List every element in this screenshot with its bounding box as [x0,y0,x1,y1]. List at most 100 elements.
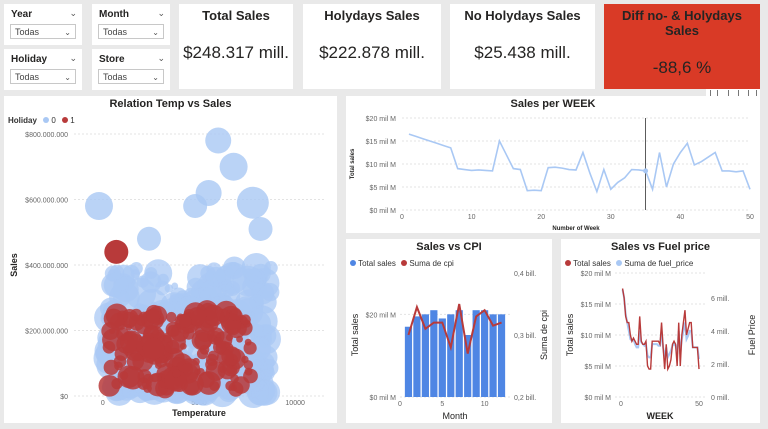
scatter-point-holiday-1 [243,341,257,355]
scatter-point-holiday-1 [225,333,234,342]
card-no-holydays-sales[interactable]: No Holydays Sales $25.438 mill. [450,4,595,89]
card-value: -88,6 % [652,58,712,77]
scatter-point-holiday-1 [104,239,129,264]
legend-dot-fuel [616,260,623,266]
holiday-dropdown-value: Todas [15,72,40,82]
scatter-point-holiday-0 [232,265,264,297]
y-tick-label: $20 mil M [366,312,397,319]
slicer-month: Month ⌄ Todas ⌄ [92,4,170,45]
y-tick-label: $20 mil M [366,116,397,123]
legend-label-1: 1 [70,116,75,125]
scatter-point-holiday-0 [104,265,121,282]
slicer-holiday-label: Holiday [11,54,48,65]
scatter-point-holiday-0 [236,186,269,219]
chart-legend: Total sales Suma de fuel_price [565,259,693,268]
x-tick-label: 40 [677,214,685,221]
scatter-point-holiday-0 [260,358,279,377]
bar-total-sales [447,314,455,397]
year-dropdown[interactable]: Todas ⌄ [10,24,76,39]
scatter-point-holiday-0 [183,194,208,219]
chevron-down-icon[interactable]: ⌄ [69,8,77,18]
card-diff-holydays[interactable]: Diff no- & Holydays Sales -88,6 % [604,4,760,89]
x-tick-label: 30 [607,214,615,221]
chart-legend: Total sales Suma de cpi [350,259,454,268]
scatter-point-holiday-1 [143,373,154,385]
card-title: No Holydays Sales [464,8,581,23]
chevron-down-icon[interactable]: ⌄ [157,53,165,63]
hover-point [643,168,649,174]
scatter-point-holiday-1 [103,359,119,375]
x-axis-title: Temperature [172,408,226,418]
chevron-down-icon[interactable]: ⌄ [157,8,165,18]
scatter-point-holiday-0 [85,192,113,221]
scatter-point-holiday-1 [192,357,200,366]
y-tick-label: $600.000.000 [25,198,68,205]
slicer-year: Year ⌄ Todas ⌄ [4,4,82,45]
card-value: $222.878 mill. [319,43,425,62]
scatter-point-holiday-1 [228,381,244,397]
legend-dot-sales [350,260,356,266]
x-tick-label: 10 [468,214,476,221]
scatter-point-holiday-1 [179,314,192,328]
y2-tick-label: 0,2 bill. [514,395,536,402]
holiday-dropdown[interactable]: Todas ⌄ [10,69,76,84]
scatter-point-holiday-0 [205,127,232,154]
scatter-point-holiday-1 [167,324,179,337]
store-dropdown[interactable]: Todas ⌄ [98,69,164,84]
cpi-combo-chart[interactable]: $0 mil M $20 mil M 0,2 bill. 0,3 bill. 0,4 b… [346,239,552,423]
fuel-line-chart[interactable]: $0 mil M $5 mil M $10 mil M $15 mil M $20 mi… [561,239,760,423]
scatter-point-holiday-1 [172,369,181,378]
legend-title: Holiday [8,116,37,125]
chevron-down-icon: ⌄ [152,28,159,37]
scatter-chart-panel: Relation Temp vs Sales Holiday 0 1 $0 $20… [4,96,337,423]
series-line-total-sales [408,133,751,195]
chevron-down-icon[interactable]: ⌄ [69,53,77,63]
scatter-point-holiday-1 [202,304,225,327]
bar-total-sales [464,335,472,397]
scatter-point-holiday-1 [142,337,165,360]
y2-tick-label: 4 mill. [711,329,729,336]
chart-title: Sales vs CPI [416,241,482,253]
legend-label-fuel: Suma de fuel_price [624,259,694,268]
y2-tick-label: 0,4 bill. [514,271,536,278]
y2-tick-label: 6 mill. [711,296,729,303]
y-tick-label: $20 mil M [581,271,612,278]
x-tick-label: 50 [746,214,754,221]
card-total-sales[interactable]: Total Sales $248.317 mill. [179,4,293,89]
y-tick-label: $15 mil M [366,139,397,146]
y-tick-label: $400.000.000 [25,263,68,270]
scatter-point-holiday-1 [237,320,253,336]
y-axis-title: Sales [9,253,19,277]
x-tick-label: 10000 [285,400,305,407]
y-axis-title: Total sales [565,313,575,356]
scatter-point-holiday-1 [212,340,227,354]
x-tick-label: 5 [440,401,444,408]
scatter-point-holiday-0 [212,269,231,289]
month-dropdown[interactable]: Todas ⌄ [98,24,164,39]
fuel-chart-panel: Sales vs Fuel price Total sales Suma de … [561,239,760,423]
scatter-point-holiday-1 [196,348,209,360]
y-axis-title: Total sales [350,313,360,356]
bar-total-sales [430,310,438,397]
y-tick-label: $5 mil M [370,185,397,192]
slicer-store: Store ⌄ Todas ⌄ [92,49,170,90]
scatter-point-holiday-0 [112,276,139,303]
weekly-line-chart[interactable]: $0 mil M $5 mil M $10 mil M $15 mil M $20 mi… [346,96,760,233]
scatter-point-holiday-1 [103,308,124,329]
scatter-point-holiday-0 [164,284,174,293]
y2-axis-title: Fuel Price [747,315,757,356]
scatter-point-holiday-1 [196,367,205,376]
scatter-point-holiday-1 [240,314,251,326]
card-holydays-sales[interactable]: Holydays Sales $222.878 mill. [303,4,441,89]
scatter-plot[interactable]: $0 $200.000.000 $400.000.000 $600.000.000 $8… [4,96,337,423]
scatter-point-holiday-1 [128,314,145,331]
y-tick-label: $15 mil M [581,302,612,309]
x-axis-title: Month [442,411,467,421]
y2-tick-label: 0,3 bill. [514,333,536,340]
bar-total-sales [413,316,421,397]
legend-label-sales: Total sales [358,259,396,268]
chart-legend: Holiday 0 1 [8,116,75,125]
scatter-point-holiday-1 [102,340,116,354]
scatter-point-holiday-1 [230,374,239,383]
scatter-point-holiday-1 [187,307,207,326]
